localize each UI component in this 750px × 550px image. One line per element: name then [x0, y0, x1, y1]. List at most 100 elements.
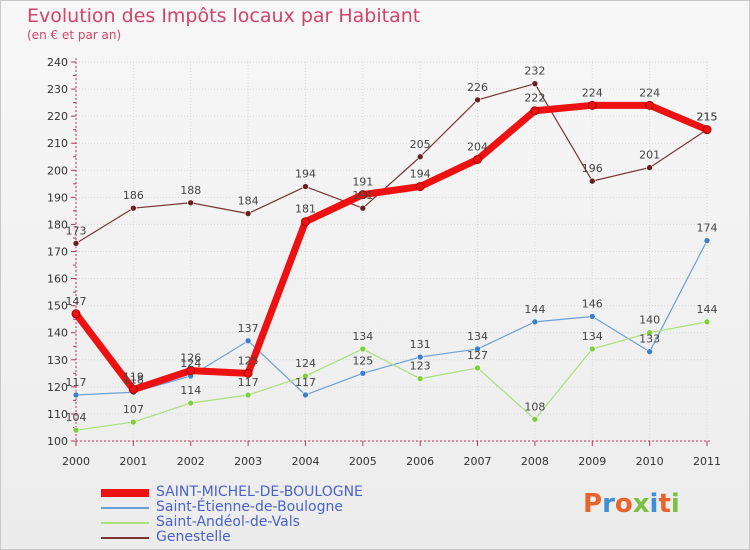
legend-swatch	[101, 507, 149, 509]
data-point	[72, 426, 80, 434]
data-label: 125	[238, 354, 259, 367]
data-label: 117	[66, 376, 87, 389]
y-tick-label: 190	[47, 191, 68, 204]
data-point	[416, 375, 424, 383]
chart-subtitle: (en € et par an)	[27, 28, 122, 42]
data-label: 215	[697, 111, 718, 124]
data-point	[300, 217, 310, 227]
data-point	[244, 337, 252, 345]
x-tick-label: 2001	[119, 455, 147, 468]
data-point	[71, 309, 81, 319]
data-label: 144	[524, 303, 545, 316]
data-point	[474, 96, 481, 104]
y-tick-label: 130	[47, 354, 68, 367]
logo-letter: o	[614, 489, 633, 519]
data-label: 131	[410, 338, 431, 351]
y-tick-label: 160	[47, 273, 68, 286]
x-tick-label: 2005	[349, 455, 377, 468]
data-label: 134	[352, 330, 373, 343]
data-label: 137	[238, 322, 259, 335]
data-point	[302, 183, 309, 190]
data-point	[531, 318, 539, 326]
data-point	[130, 418, 137, 426]
data-label: 134	[467, 330, 488, 343]
data-label: 194	[295, 168, 316, 181]
logo-letter: x	[632, 489, 650, 519]
series-line-2	[75, 321, 708, 431]
y-tick-label: 210	[47, 137, 68, 150]
data-label: 215	[697, 111, 718, 124]
data-label: 186	[123, 189, 144, 202]
data-point	[474, 345, 481, 353]
data-point	[128, 385, 138, 395]
chart-legend: SAINT-MICHEL-DE-BOULOGNE Saint-Étienne-de…	[101, 485, 363, 545]
legend-item: Genestelle	[101, 530, 363, 545]
y-tick-label: 120	[47, 381, 68, 394]
data-label: 194	[410, 168, 431, 181]
legend-item: Saint-Étienne-de-Boulogne	[101, 500, 363, 515]
data-label: 144	[697, 303, 718, 316]
series-line-1	[75, 240, 708, 396]
data-label: 125	[352, 354, 373, 367]
data-label: 184	[238, 195, 259, 208]
data-point	[358, 190, 368, 200]
legend-item: Saint-Andéol-de-Vals	[101, 515, 363, 530]
logo-letter: t	[658, 489, 671, 519]
data-label: 107	[123, 403, 144, 416]
data-point	[702, 125, 712, 135]
data-label: 181	[295, 203, 316, 216]
y-tick-label: 110	[47, 408, 68, 421]
logo-letter: i	[649, 489, 659, 519]
data-point	[588, 345, 596, 353]
data-point	[474, 364, 481, 372]
data-label: 146	[582, 297, 603, 310]
data-point	[646, 348, 653, 355]
chart-title: Evolution des Impôts locaux par Habitant	[27, 5, 421, 27]
data-point	[415, 182, 425, 192]
legend-label: Saint-Andéol-de-Vals	[156, 514, 300, 530]
data-point	[416, 353, 424, 361]
data-point	[646, 164, 653, 171]
data-label: 104	[66, 411, 87, 424]
data-label: 201	[639, 149, 660, 162]
y-tick-label: 180	[47, 218, 68, 231]
data-label: 191	[352, 176, 373, 189]
data-point	[72, 240, 80, 247]
data-label: 173	[66, 224, 87, 237]
data-label: 114	[180, 384, 201, 397]
data-label: 232	[524, 65, 545, 78]
x-tick-label: 2003	[234, 455, 262, 468]
data-label: 124	[180, 357, 201, 370]
data-label: 119	[123, 371, 144, 384]
x-tick-label: 2000	[62, 455, 90, 468]
data-point	[302, 391, 309, 399]
logo-letter: r	[602, 489, 615, 519]
x-tick-label: 2004	[291, 455, 319, 468]
x-tick-label: 2006	[406, 455, 434, 468]
data-label: 133	[639, 333, 660, 346]
logo-letter: P	[583, 489, 603, 519]
y-tick-label: 140	[47, 327, 68, 340]
data-label: 118	[123, 373, 144, 386]
x-tick-label: 2002	[177, 455, 205, 468]
data-label: 134	[582, 330, 603, 343]
data-point	[530, 106, 540, 116]
data-label: 226	[467, 81, 488, 94]
data-label: 140	[639, 314, 660, 327]
data-point	[531, 416, 539, 423]
data-point	[588, 313, 596, 320]
legend-swatch	[101, 537, 149, 539]
y-tick-label: 100	[47, 435, 68, 448]
data-point	[72, 391, 80, 399]
data-point	[703, 318, 711, 326]
data-label: 205	[410, 138, 431, 151]
data-point	[359, 345, 367, 353]
x-tick-label: 2008	[521, 455, 549, 468]
data-point	[645, 100, 655, 110]
legend-label: Saint-Étienne-de-Boulogne	[156, 499, 343, 515]
legend-label: SAINT-MICHEL-DE-BOULOGNE	[156, 484, 363, 500]
data-label: 123	[410, 360, 431, 373]
x-tick-label: 2007	[464, 455, 492, 468]
data-label: 204	[467, 140, 488, 153]
legend-item: SAINT-MICHEL-DE-BOULOGNE	[101, 485, 363, 500]
